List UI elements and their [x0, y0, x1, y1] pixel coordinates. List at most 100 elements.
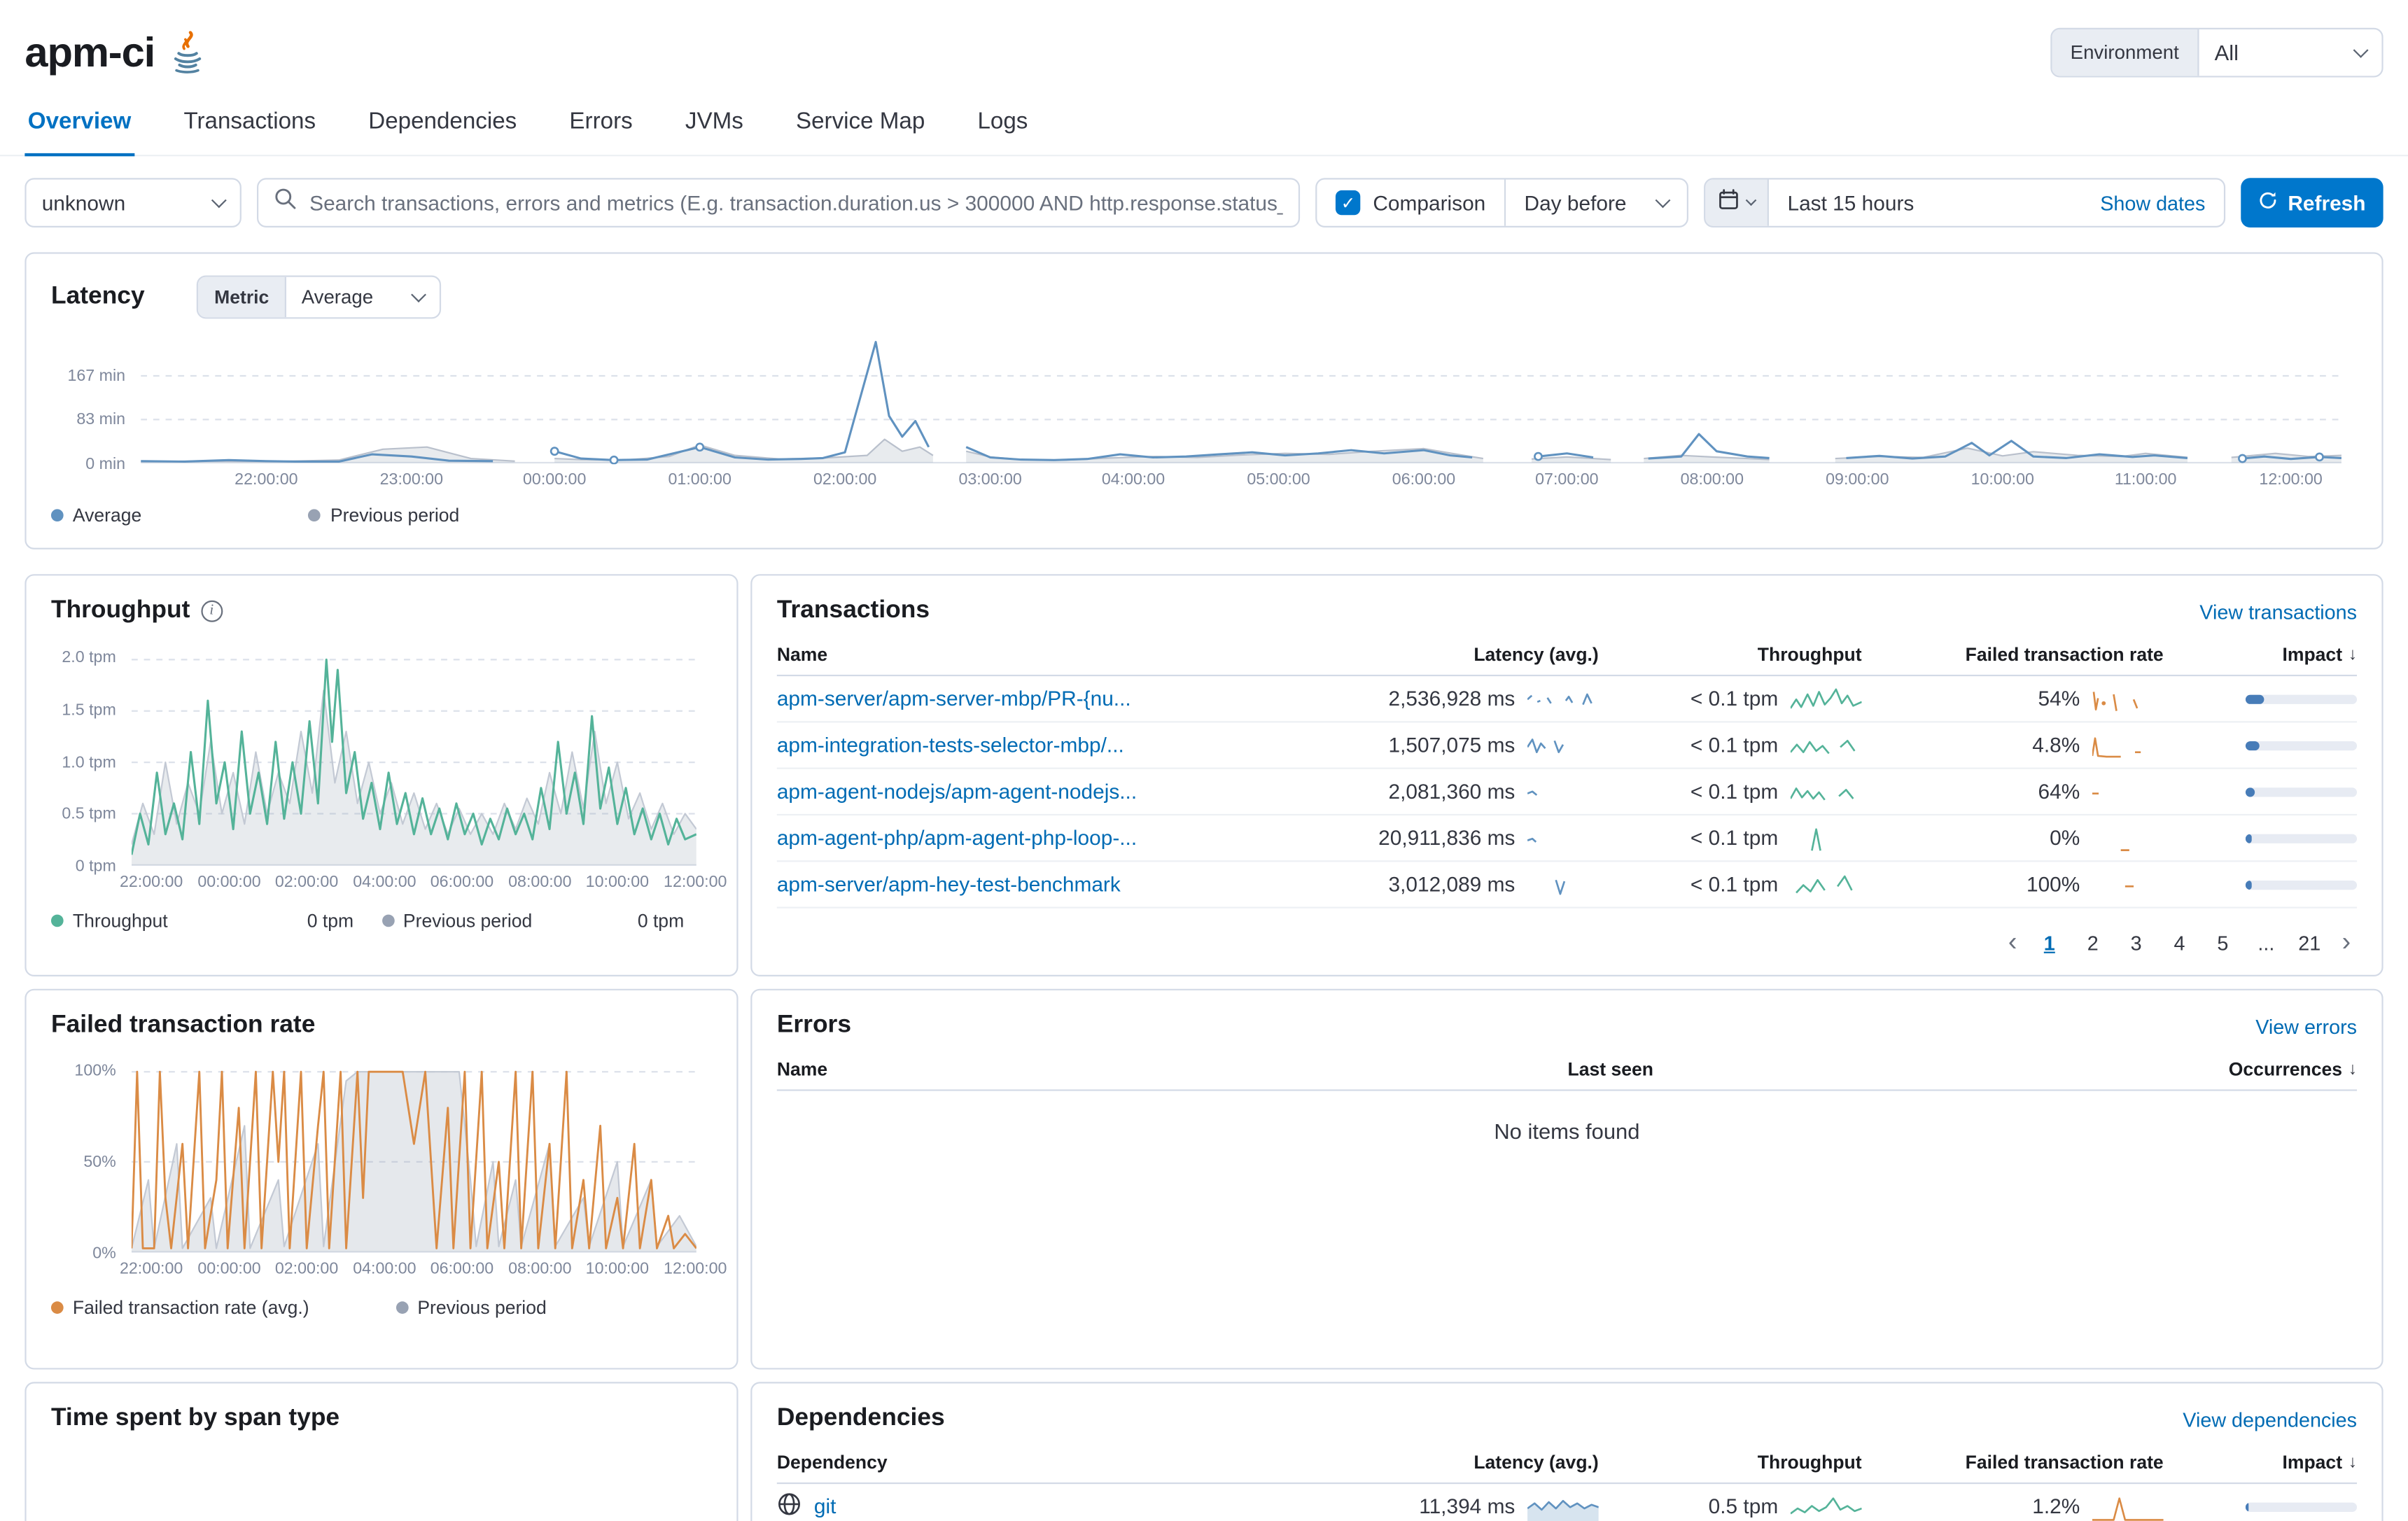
failed-rate-sparkline — [2092, 776, 2164, 807]
comparison-checkbox-group[interactable]: ✓ Comparison — [1317, 179, 1504, 225]
column-header-name[interactable]: Name — [776, 643, 828, 666]
search-icon — [274, 188, 297, 218]
errors-title: Errors — [776, 1011, 852, 1039]
latency-sparkline — [1526, 729, 1599, 760]
tab-logs[interactable]: Logs — [977, 108, 1028, 135]
view-errors-link[interactable]: View errors — [2255, 1014, 2358, 1038]
column-header-impact[interactable]: Impact ↓ — [2282, 643, 2358, 666]
search-input[interactable] — [309, 191, 1284, 215]
pagination-page-2[interactable]: 2 — [2087, 930, 2099, 954]
transaction-link[interactable]: apm-server/apm-hey-test-benchmark — [776, 872, 1121, 897]
transaction-link[interactable]: apm-server/apm-server-mbp/PR-{nu... — [776, 687, 1131, 710]
failed-rate-chart[interactable] — [131, 1052, 696, 1253]
refresh-button-label: Refresh — [2288, 191, 2366, 215]
view-dependencies-link[interactable]: View dependencies — [2183, 1407, 2358, 1431]
transaction-link[interactable]: apm-agent-nodejs/apm-agent-nodejs... — [776, 780, 1138, 804]
failed-rate-sparkline — [2092, 683, 2164, 714]
column-header-name[interactable]: Name — [776, 1058, 828, 1081]
throughput-sparkline — [1789, 776, 1862, 807]
view-transactions-link[interactable]: View transactions — [2199, 599, 2358, 623]
legend-dot — [50, 509, 64, 522]
tab-service-map[interactable]: Service Map — [795, 108, 925, 135]
transaction-link[interactable]: apm-agent-php/apm-agent-php-loop-... — [776, 826, 1138, 850]
tab-errors[interactable]: Errors — [569, 108, 633, 135]
show-dates-link[interactable]: Show dates — [2100, 191, 2206, 215]
tab-transactions[interactable]: Transactions — [183, 108, 316, 135]
comparison-select[interactable]: Day before — [1504, 179, 1687, 226]
impact-bar-fill — [2245, 787, 2255, 797]
failed-rate-value: 64% — [2038, 780, 2080, 804]
legend-dot — [50, 914, 64, 927]
throughput-y-axis: 0 tpm 0.5 tpm 1.0 tpm 1.5 tpm 2.0 tpm — [62, 649, 116, 876]
latency-title: Latency — [50, 283, 145, 310]
impact-bar-fill — [2245, 694, 2264, 703]
span-type-title: Time spent by span type — [50, 1405, 340, 1431]
column-header-throughput[interactable]: Throughput — [1757, 1451, 1862, 1473]
metric-select[interactable]: Average — [286, 286, 440, 308]
failed-rate-value: 4.8% — [2032, 733, 2080, 757]
throughput-sparkline — [1791, 869, 1862, 899]
column-header-last-seen[interactable]: Last seen — [1567, 1058, 1653, 1081]
column-header-failed-rate[interactable]: Failed transaction rate — [1965, 643, 2164, 666]
column-header-throughput[interactable]: Throughput — [1757, 643, 1862, 666]
latency-chart[interactable] — [141, 331, 2342, 465]
table-row: apm-agent-php/apm-agent-php-loop-... 20,… — [776, 815, 2358, 862]
failed-rate-x-axis: 22:00:00 00:00:00 02:00:00 04:00:00 06:00:00… — [119, 1259, 727, 1279]
failed-transaction-rate-panel: Failed transaction rate 0% 50% 100% 22:00:… — [24, 988, 738, 1370]
impact-bar — [2245, 833, 2358, 843]
date-picker-quick-menu[interactable] — [1705, 179, 1769, 226]
table-row: git 11,394 ms 0.5 tpm 1.2% — [777, 1484, 2358, 1521]
tab-overview[interactable]: Overview — [24, 93, 134, 157]
legend-label: Failed transaction rate (avg.) — [72, 1296, 309, 1319]
comparison-label: Comparison — [1373, 191, 1486, 215]
pagination-prev-icon[interactable]: ‹ — [2008, 927, 2017, 957]
column-header-occurrences[interactable]: Occurrences ↓ — [2228, 1058, 2358, 1081]
legend-label: Average — [72, 504, 142, 526]
refresh-button[interactable]: Refresh — [2241, 178, 2384, 227]
latency-y-axis: 0 min 83 min 167 min — [67, 365, 126, 474]
chevron-down-icon — [411, 286, 427, 302]
tab-dependencies[interactable]: Dependencies — [368, 108, 517, 135]
legend-label: Throughput — [72, 909, 168, 932]
throughput-value: < 0.1 tpm — [1690, 780, 1779, 804]
environment-filter[interactable]: Environment All — [2050, 27, 2384, 78]
column-header-latency[interactable]: Latency (avg.) — [1474, 643, 1599, 666]
environment-select[interactable]: All — [2199, 40, 2382, 65]
column-header-failed-rate[interactable]: Failed transaction rate — [1965, 1451, 2164, 1473]
failed-rate-value: 1.2% — [2032, 1494, 2080, 1518]
impact-bar — [2245, 740, 2358, 750]
column-header-latency[interactable]: Latency (avg.) — [1474, 1451, 1599, 1473]
pagination-page-5[interactable]: 5 — [2217, 930, 2229, 954]
pagination-page-1[interactable]: 1 — [2043, 930, 2055, 954]
latency-value: 2,536,928 ms — [1388, 687, 1516, 710]
dependencies-title: Dependencies — [776, 1405, 945, 1431]
latency-value: 3,012,089 ms — [1388, 872, 1516, 897]
legend-dot — [396, 1301, 409, 1314]
pagination-next-icon[interactable]: › — [2342, 927, 2351, 957]
failed-rate-y-axis: 0% 50% 100% — [74, 1061, 116, 1263]
comparison-control: ✓ Comparison Day before — [1315, 178, 1688, 227]
latency-legend: Average Previous period — [50, 504, 2357, 526]
comparison-checkbox[interactable]: ✓ — [1336, 190, 1361, 216]
pagination-page-3[interactable]: 3 — [2130, 930, 2142, 954]
empty-table-message: No items found — [1494, 1119, 1640, 1144]
throughput-panel: Throughput i 0 tpm 0.5 tpm 1.0 tpm 1.5 tpm 2… — [24, 574, 738, 977]
latency-sparkline — [1527, 1491, 1600, 1521]
pagination-page-4[interactable]: 4 — [2174, 930, 2185, 954]
tab-jvms[interactable]: JVMs — [685, 108, 743, 135]
transaction-link[interactable]: apm-integration-tests-selector-mbp/... — [776, 733, 1124, 757]
pagination-ellipsis: ... — [2258, 930, 2275, 954]
table-row: apm-server/apm-hey-test-benchmark 3,012,… — [776, 862, 2358, 909]
legend-value: 0 tpm — [307, 909, 354, 932]
column-header-dependency[interactable]: Dependency — [776, 1451, 888, 1473]
dependency-link[interactable]: git — [813, 1494, 836, 1518]
kuery-select[interactable]: unknown — [24, 178, 241, 227]
pagination-page-last[interactable]: 21 — [2298, 930, 2321, 954]
info-icon[interactable]: i — [200, 600, 223, 622]
java-agent-icon — [170, 30, 204, 81]
throughput-chart[interactable] — [131, 638, 696, 867]
time-range-value[interactable]: Last 15 hours — [1787, 191, 1914, 215]
column-header-impact[interactable]: Impact ↓ — [2282, 1451, 2358, 1473]
latency-sparkline — [1527, 776, 1599, 807]
